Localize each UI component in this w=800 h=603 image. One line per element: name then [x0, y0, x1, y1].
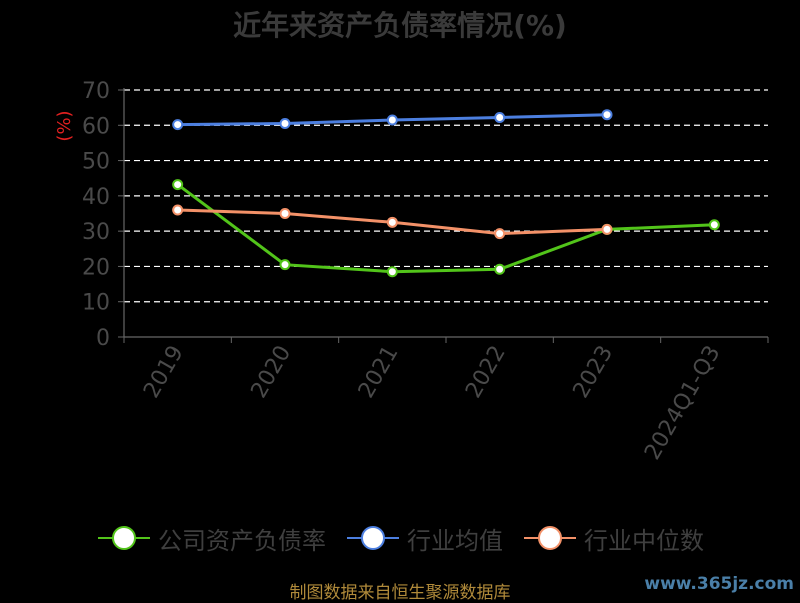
y-tick-label: 70 — [82, 79, 110, 104]
legend-marker-icon — [98, 526, 150, 550]
data-point — [172, 179, 184, 191]
data-point — [279, 259, 291, 271]
y-tick-label: 30 — [82, 220, 110, 245]
source-note: 制图数据来自恒生聚源数据库 — [289, 583, 511, 603]
data-point — [386, 114, 398, 126]
legend-label: 行业中位数 — [584, 526, 704, 555]
data-point — [494, 112, 506, 124]
data-point — [601, 109, 613, 121]
y-tick-label: 0 — [96, 326, 110, 351]
x-tick-label: 2019 — [139, 342, 189, 403]
chart-title: 近年来资产负债率情况(%) — [233, 9, 567, 42]
legend-label: 公司资产负债率 — [158, 526, 326, 555]
data-point — [386, 216, 398, 228]
legend: 公司资产负债率 行业均值 行业中位数 — [0, 518, 800, 558]
y-tick-label: 60 — [82, 114, 110, 139]
legend-marker-icon — [524, 526, 576, 550]
line-chart: 0 10 20 30 40 50 60 70 (%) 2019 2020 2021 2022 2023 20… — [54, 79, 769, 465]
watermark: www.365jz.com — [644, 574, 794, 594]
series-line-1 — [176, 183, 715, 274]
x-tick-label: 2022 — [461, 341, 511, 402]
data-point — [494, 228, 506, 240]
legend-item[interactable]: 行业中位数 — [524, 518, 704, 558]
x-tick-label: 2021 — [354, 342, 404, 403]
data-point — [708, 219, 720, 231]
legend-marker-icon — [347, 526, 399, 550]
data-point — [172, 204, 184, 216]
legend-item[interactable]: 行业均值 — [347, 518, 503, 558]
data-point — [172, 119, 184, 131]
y-tick-label: 20 — [82, 255, 110, 280]
x-tick-label: 2024Q1-Q3 — [640, 342, 725, 465]
y-tick-label: 40 — [82, 185, 110, 210]
legend-item[interactable]: 公司资产负债率 — [98, 518, 326, 558]
data-point — [386, 266, 398, 278]
y-tick-label: 50 — [82, 150, 110, 175]
data-point — [494, 263, 506, 275]
y-tick-label: 10 — [82, 291, 110, 316]
x-tick-label: 2023 — [569, 342, 619, 403]
data-point — [279, 208, 291, 219]
y-axis-label: (%) — [54, 110, 75, 141]
data-point — [279, 118, 291, 130]
data-point — [601, 223, 613, 235]
x-tick-label: 2020 — [247, 342, 297, 403]
legend-label: 行业均值 — [407, 526, 503, 555]
